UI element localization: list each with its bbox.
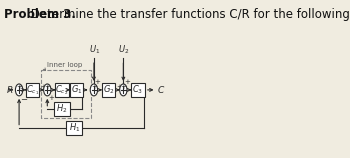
Text: $U_1$: $U_1$: [89, 44, 100, 56]
Bar: [70, 83, 84, 97]
Text: $H_1$: $H_1$: [69, 121, 80, 134]
Text: $H_2$: $H_2$: [56, 103, 68, 115]
Text: $C_{c_2}$: $C_{c_2}$: [55, 83, 69, 97]
Text: +: +: [16, 84, 22, 90]
Text: +: +: [40, 84, 46, 90]
Bar: [26, 83, 39, 97]
Text: Inner loop: Inner loop: [47, 62, 82, 68]
Text: Problem 3.: Problem 3.: [4, 8, 76, 21]
Text: $C$: $C$: [157, 84, 165, 95]
Text: $G_2$: $G_2$: [103, 84, 114, 96]
Text: −: −: [20, 95, 27, 104]
Text: $R$: $R$: [6, 84, 13, 95]
Text: Determine the transfer functions C/R for the following process: Determine the transfer functions C/R for…: [27, 8, 350, 21]
Text: $G_1$: $G_1$: [71, 84, 83, 96]
Bar: [131, 83, 145, 97]
Text: +: +: [48, 95, 54, 101]
Bar: [55, 83, 69, 97]
Bar: [41, 70, 91, 118]
Text: $U_2$: $U_2$: [118, 44, 130, 56]
Text: +: +: [94, 79, 100, 85]
Circle shape: [44, 84, 51, 96]
Circle shape: [120, 84, 127, 96]
Bar: [54, 102, 70, 116]
Text: +: +: [120, 84, 126, 90]
Text: +: +: [91, 84, 97, 90]
Text: +: +: [124, 79, 130, 85]
Text: $C_{c_1}$: $C_{c_1}$: [26, 83, 39, 97]
Circle shape: [15, 84, 23, 96]
Text: +: +: [116, 84, 122, 90]
Circle shape: [90, 84, 98, 96]
Bar: [66, 121, 82, 134]
Text: +: +: [44, 84, 50, 90]
Text: $C_3$: $C_3$: [133, 84, 144, 96]
Bar: [102, 83, 116, 97]
